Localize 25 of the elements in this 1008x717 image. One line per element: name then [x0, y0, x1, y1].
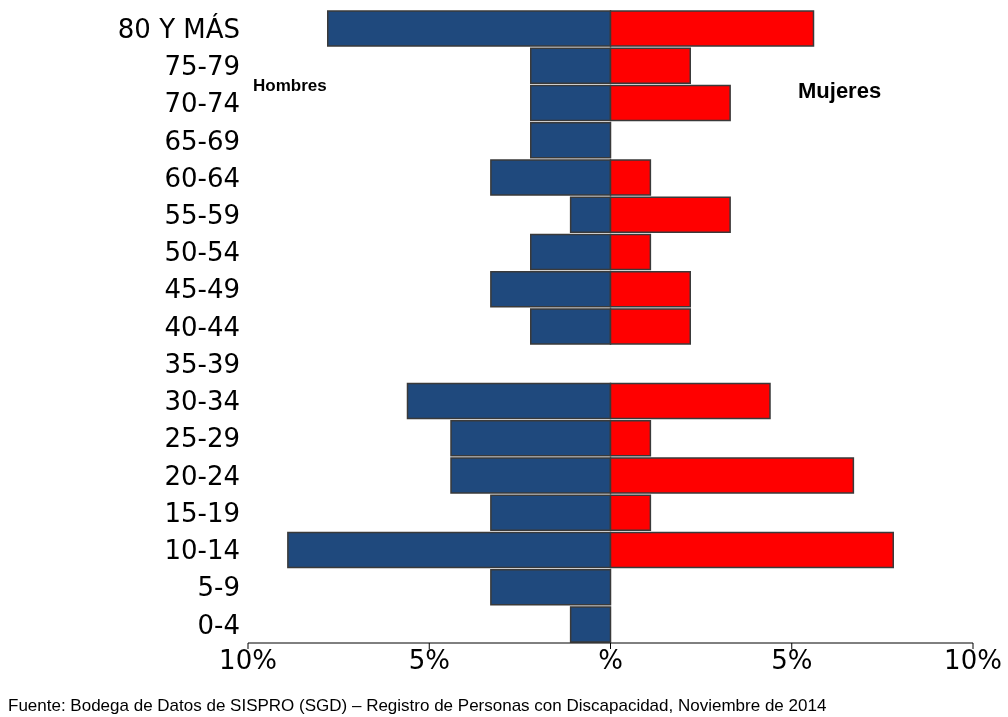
y-tick-label: 55-59	[164, 200, 240, 231]
series-label: Hombres	[253, 76, 327, 96]
x-tick-label: 10%	[944, 645, 1002, 676]
y-tick-label: 25-29	[164, 423, 240, 454]
x-tick-label: 5%	[408, 645, 450, 676]
x-tick-label: 5%	[771, 645, 813, 676]
x-tick-label: 10%	[219, 645, 277, 676]
y-tick-label: 60-64	[164, 162, 240, 193]
y-tick-label: 40-44	[164, 311, 240, 342]
y-tick-label: 0-4	[197, 609, 240, 640]
y-tick-label: 15-19	[164, 497, 240, 528]
y-tick-label: 30-34	[164, 386, 240, 417]
y-tick-label: 80 Y MÁS	[117, 12, 240, 44]
series-label: Mujeres	[798, 78, 882, 104]
y-tick-label: 20-24	[164, 460, 240, 491]
y-tick-label: 70-74	[164, 88, 240, 119]
y-tick-label: 75-79	[164, 51, 240, 82]
y-tick-label: 5-9	[197, 572, 240, 603]
x-tick-label: %	[598, 645, 623, 676]
y-tick-label: 10-14	[164, 535, 240, 566]
y-tick-label: 45-49	[164, 274, 240, 305]
y-tick-label: 50-54	[164, 237, 240, 268]
source-note: Fuente: Bodega de Datos de SISPRO (SGD) – Registro de Personas con Discapacidad, Noviembre de 2014	[8, 696, 827, 716]
y-tick-label: 65-69	[164, 125, 240, 156]
y-tick-label: 35-39	[164, 348, 240, 379]
